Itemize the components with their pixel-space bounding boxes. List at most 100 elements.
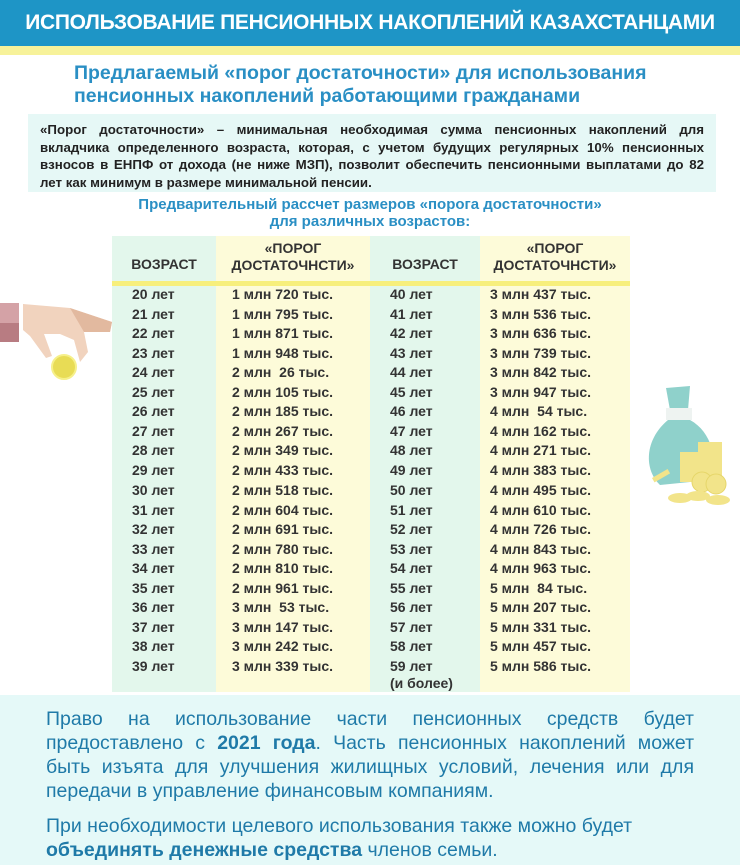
age-cell: 33 лет <box>132 540 175 557</box>
age-cell: 37 лет <box>132 618 175 635</box>
threshold-cell: 2 млн 267 тыс. <box>232 422 334 439</box>
age-cell: 34 лет <box>132 560 175 576</box>
age-cell: 38 лет <box>132 638 175 654</box>
threshold-cell: 4 млн 610 тыс. <box>490 501 592 518</box>
threshold-cell: 1 млн 720 тыс. <box>232 286 334 302</box>
age-cell: 51 лет <box>390 501 433 518</box>
threshold-cell: 1 млн 948 тыс. <box>232 344 334 361</box>
age-cell: 49 лет <box>390 461 433 478</box>
threshold-cell: 4 млн 54 тыс. <box>490 403 588 419</box>
age-cell: 56 лет <box>390 599 433 615</box>
age-cell: 47 лет <box>390 422 433 439</box>
threshold-cell: 3 млн 147 тыс. <box>232 618 334 635</box>
age-cell: 23 лет <box>132 344 175 361</box>
highlight-phrase: объединять денежные средства <box>46 839 363 861</box>
threshold-cell: 4 млн 162 тыс. <box>490 422 592 439</box>
age-cell: 44 лет <box>390 364 433 380</box>
age-cell: 48 лет <box>390 442 433 458</box>
age-cell: 54 лет <box>390 560 433 576</box>
column-header-age: ВОЗРАСТ <box>131 256 197 272</box>
age-cell: 43 лет <box>390 344 433 361</box>
threshold-cell: 4 млн 843 тыс. <box>490 540 592 557</box>
age-cell: 25 лет <box>132 383 175 400</box>
age-cell: 36 лет <box>132 599 175 615</box>
age-cell: 46 лет <box>390 403 433 419</box>
definition-box: «Порог достаточности» – минимальная необ… <box>28 114 716 192</box>
age-cell: 42 лет <box>390 325 433 341</box>
threshold-cell: 4 млн 495 тыс. <box>490 482 592 498</box>
age-cell: 57 лет <box>390 618 433 635</box>
age-cell: 28 лет <box>132 442 175 458</box>
threshold-cell: 3 млн 242 тыс. <box>232 638 334 654</box>
threshold-cell: 5 млн 457 тыс. <box>490 638 592 654</box>
age-cell: 30 лет <box>132 482 175 498</box>
threshold-cell: 1 млн 795 тыс. <box>232 305 334 322</box>
threshold-cell: 2 млн 518 тыс. <box>232 482 334 498</box>
threshold-cell: 3 млн 947 тыс. <box>490 383 592 400</box>
threshold-cell: 2 млн 691 тыс. <box>232 521 334 537</box>
threshold-cell: 4 млн 726 тыс. <box>490 521 592 537</box>
text: Право на использование части пенсионных … <box>46 708 694 754</box>
threshold-cell: 4 млн 383 тыс. <box>490 461 592 478</box>
threshold-cell: 3 млн 339 тыс. <box>232 657 334 674</box>
age-cell: 32 лет <box>132 521 175 537</box>
threshold-cell: 4 млн 963 тыс. <box>490 560 592 576</box>
age-cell: 35 лет <box>132 579 175 596</box>
info-paragraph-1: Право на использование части пенсионных … <box>46 707 694 803</box>
threshold-cell: 2 млн 780 тыс. <box>232 540 334 557</box>
age-cell: 50 лет <box>390 482 433 498</box>
threshold-cell: 4 млн 271 тыс. <box>490 442 592 458</box>
column-header-age: ВОЗРАСТ <box>392 256 458 272</box>
info-paragraph-2: При необходимости целевого использования… <box>46 814 694 862</box>
text: . Часть пенсионных накоплений может быть… <box>46 732 694 802</box>
threshold-cell: 3 млн 842 тыс. <box>490 364 592 380</box>
age-column-right <box>370 236 480 692</box>
threshold-table: ВОЗРАСТ «ПОРОГ ДОСТАТОЧНСТИ» ВОЗРАСТ «ПО… <box>112 236 630 692</box>
info-panel: Право на использование части пенсионных … <box>0 695 740 865</box>
age-cell: 26 лет <box>132 403 175 419</box>
threshold-cell: 2 млн 105 тыс. <box>232 383 334 400</box>
page-title: ИСПОЛЬЗОВАНИЕ ПЕНСИОННЫХ НАКОПЛЕНИЙ КАЗА… <box>0 0 740 46</box>
age-cell: 27 лет <box>132 422 175 439</box>
age-cell: 55 лет <box>390 579 433 596</box>
threshold-column-right <box>480 236 630 692</box>
table-title: Предварительный рассчет размеров «порога… <box>0 196 740 230</box>
threshold-cell: 2 млн 185 тыс. <box>232 403 334 419</box>
threshold-cell: 5 млн 84 тыс. <box>490 579 588 596</box>
age-cell: 29 лет <box>132 461 175 478</box>
threshold-cell: 2 млн 349 тыс. <box>232 442 334 458</box>
age-cell: 45 лет <box>390 383 433 400</box>
threshold-cell: 2 млн 961 тыс. <box>232 579 334 596</box>
text: членов семьи. <box>362 839 498 861</box>
age-cell: 31 лет <box>132 501 175 518</box>
threshold-cell: 2 млн 26 тыс. <box>232 364 330 380</box>
age-cell: 20 лет <box>132 286 175 302</box>
age-column-left <box>112 236 216 692</box>
header-divider <box>112 281 630 286</box>
age-cell: 40 лет <box>390 286 433 302</box>
age-cell: 53 лет <box>390 540 433 557</box>
threshold-cell: 5 млн 331 тыс. <box>490 618 592 635</box>
threshold-cell: 3 млн 437 тыс. <box>490 286 592 302</box>
age-cell: 22 лет <box>132 325 175 341</box>
column-header-threshold: «ПОРОГ ДОСТАТОЧНСТИ» <box>493 240 617 273</box>
text: При необходимости целевого использования… <box>46 815 633 837</box>
threshold-cell: 2 млн 433 тыс. <box>232 461 334 478</box>
age-cell: 39 лет <box>132 657 175 674</box>
age-cell: 24 лет <box>132 364 175 380</box>
age-cell: 21 лет <box>132 305 175 322</box>
highlight-year: 2021 года <box>217 732 316 754</box>
hand-with-coin-icon <box>0 303 112 380</box>
threshold-column-left <box>216 236 370 692</box>
age-cell: 52 лет <box>390 521 433 537</box>
threshold-cell: 2 млн 604 тыс. <box>232 501 334 518</box>
table-title-line1: Предварительный рассчет размеров «порога… <box>138 196 602 213</box>
threshold-cell: 5 млн 586 тыс. <box>490 657 592 674</box>
header-stripe <box>0 46 740 55</box>
threshold-cell: 1 млн 871 тыс. <box>232 325 334 341</box>
table-title-line2: для различных возрастов: <box>269 213 471 230</box>
age-cell: 41 лет <box>390 305 433 322</box>
threshold-cell: 3 млн 636 тыс. <box>490 325 592 341</box>
threshold-cell: 3 млн 739 тыс. <box>490 344 592 361</box>
subtitle: Предлагаемый «порог достаточности» для и… <box>74 62 647 107</box>
